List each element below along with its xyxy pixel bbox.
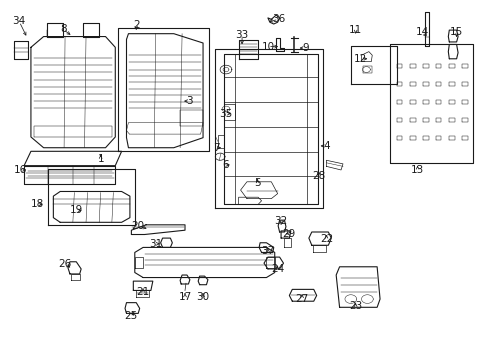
Text: 10: 10 <box>261 42 274 51</box>
Text: 4: 4 <box>323 141 329 151</box>
Text: 18: 18 <box>31 199 44 210</box>
Text: 14: 14 <box>415 27 428 37</box>
Text: 29: 29 <box>282 229 295 239</box>
Text: 26: 26 <box>58 259 72 269</box>
Text: 3: 3 <box>186 96 193 106</box>
Text: 1: 1 <box>97 154 104 164</box>
Text: 19: 19 <box>69 206 83 216</box>
Text: 31: 31 <box>149 239 162 249</box>
Text: 8: 8 <box>60 24 66 35</box>
Text: 15: 15 <box>449 27 462 37</box>
Text: 12: 12 <box>353 54 366 64</box>
Text: 2: 2 <box>133 20 139 30</box>
Text: 28: 28 <box>311 171 325 181</box>
Text: 24: 24 <box>270 264 284 274</box>
Text: 30: 30 <box>196 292 209 302</box>
Text: 27: 27 <box>295 294 308 304</box>
Text: 5: 5 <box>254 178 261 188</box>
Text: 33: 33 <box>235 30 248 40</box>
Text: 16: 16 <box>14 165 27 175</box>
Text: 13: 13 <box>410 165 424 175</box>
Text: 32: 32 <box>274 216 287 226</box>
Text: 34: 34 <box>13 17 26 27</box>
Text: 20: 20 <box>131 221 144 231</box>
Text: 21: 21 <box>136 287 149 297</box>
Text: 17: 17 <box>178 292 191 302</box>
Text: 36: 36 <box>271 14 285 24</box>
Text: 7: 7 <box>213 143 220 153</box>
Text: 37: 37 <box>261 246 274 256</box>
Text: 11: 11 <box>348 25 362 35</box>
Text: 22: 22 <box>319 234 332 244</box>
Text: 6: 6 <box>222 160 229 170</box>
Text: 23: 23 <box>348 301 362 311</box>
Text: 25: 25 <box>124 311 138 320</box>
Text: 35: 35 <box>219 109 232 119</box>
Text: 9: 9 <box>302 43 308 53</box>
